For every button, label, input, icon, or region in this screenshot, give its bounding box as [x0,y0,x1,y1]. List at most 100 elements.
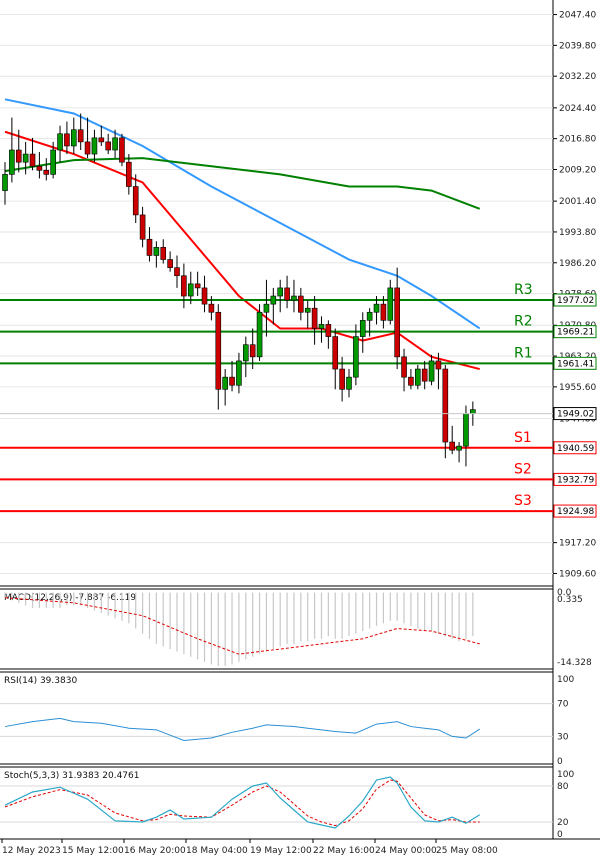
level-price-label: 1961.41 [557,359,594,369]
rsi-tick-label: 70 [557,700,569,710]
current-price-box [553,407,597,421]
candle-body [22,153,29,163]
candle-body [174,267,180,277]
candle-body [139,214,146,240]
macd-label: MACD(12,26,9) -7.887 -6.119 [4,593,136,603]
price-tick-label: 2024.40 [559,104,596,114]
rsi-line [4,717,480,742]
candlesticks [2,113,476,467]
macd-panel [4,592,480,666]
level-price-box [553,504,597,518]
candle-body [346,376,352,390]
candle-body [9,149,15,175]
current-price-marker: 1949.02 [0,407,597,421]
candle-body [304,307,311,313]
candle-body [263,303,270,313]
candle-body [36,165,43,171]
level-price-label: 1932.79 [557,475,594,485]
stoch-tick-label: 100 [557,770,574,780]
candle-body [339,368,345,390]
level-price-label: 1977.02 [557,296,594,306]
candle-body [181,275,187,297]
stoch-tick-label: 20 [557,818,569,828]
candle-body [98,137,105,143]
rsi-label: RSI(14) 39.3830 [4,676,77,686]
candle-body [57,133,63,151]
candle-body [167,259,173,268]
pivot-levels: R3 1977.02 R2 1969.21 R1 1961.41 S1 1940.59 S2 19… [0,282,597,518]
candle-body [353,336,359,378]
candle-body [194,283,201,289]
stoch-label: Stoch(5,3,3) 31.9383 20.4761 [4,771,139,781]
candle-body [243,344,249,362]
level-price-label: 1940.59 [557,444,594,454]
stoch-tick-label: 80 [557,782,569,792]
level-name: S1 [514,430,532,446]
current-price-label: 1949.02 [557,410,594,420]
rsi-tick-label: 0 [557,757,563,767]
level-price-box [553,325,597,339]
time-tick-label: 19 May 12:00 [250,846,312,856]
rsi-tick-label: 30 [557,732,569,742]
stoch-k-line [4,776,481,829]
candle-body [284,287,290,301]
price-tick-label: 2047.40 [559,11,596,21]
candle-body [64,133,70,147]
level-name: R1 [514,345,533,361]
candle-body [112,137,118,151]
candle-body [311,307,318,329]
stochastic-panel: 100 80 20 0 [0,770,574,840]
candle-body [126,161,132,187]
candle-body [421,368,428,382]
candle-body [29,153,36,167]
candle-body [119,137,125,163]
candle-body [387,287,394,321]
candle-body [201,287,208,305]
candle-body [380,303,387,321]
time-tick-label: 12 May 2023 [2,846,61,856]
candle-body [456,445,462,451]
stoch-tick-label: 0 [557,830,563,840]
level-name: S3 [514,493,532,509]
candle-body [298,295,304,313]
candle-body [401,356,407,378]
level-name: S2 [514,461,532,477]
candle-body [414,368,421,386]
time-tick-label: 24 May 00:00 [375,846,437,856]
candle-body [15,149,22,163]
time-tick-label: 18 May 04:00 [186,846,248,856]
macd-signal-line [4,597,480,655]
level-price-box [553,472,597,486]
candle-body [249,344,256,358]
candle-body [366,311,373,321]
price-tick-label: 1909.60 [559,569,596,579]
candle-body [160,247,167,260]
macd-scale-second: 0.335 [557,595,583,605]
candle-body [256,311,263,358]
level-price-box [553,293,597,307]
level-price-box [553,356,597,370]
moving-average-line [4,98,481,330]
price-tick-label: 2032.20 [559,72,596,82]
candle-body [215,311,222,390]
level-name: R3 [514,282,533,298]
candle-body [132,186,139,216]
candle-body [50,149,56,175]
candle-body [236,360,242,386]
candle-body [394,287,400,358]
stoch-d-line [4,779,480,827]
price-tick-label: 2039.80 [559,41,596,51]
candle-body [146,238,153,256]
level-name: R2 [514,314,533,330]
candle-body [229,376,235,386]
candle-body [277,287,284,297]
price-tick-label: 1993.80 [559,228,596,238]
macd-scale-bottom: -14.328 [557,658,592,668]
candle-body [270,295,277,305]
moving-average-line [4,130,480,371]
time-tick-label: 25 May 08:00 [436,846,498,856]
candle-body [153,247,160,256]
candle-body [408,376,414,386]
candle-body [332,336,339,370]
